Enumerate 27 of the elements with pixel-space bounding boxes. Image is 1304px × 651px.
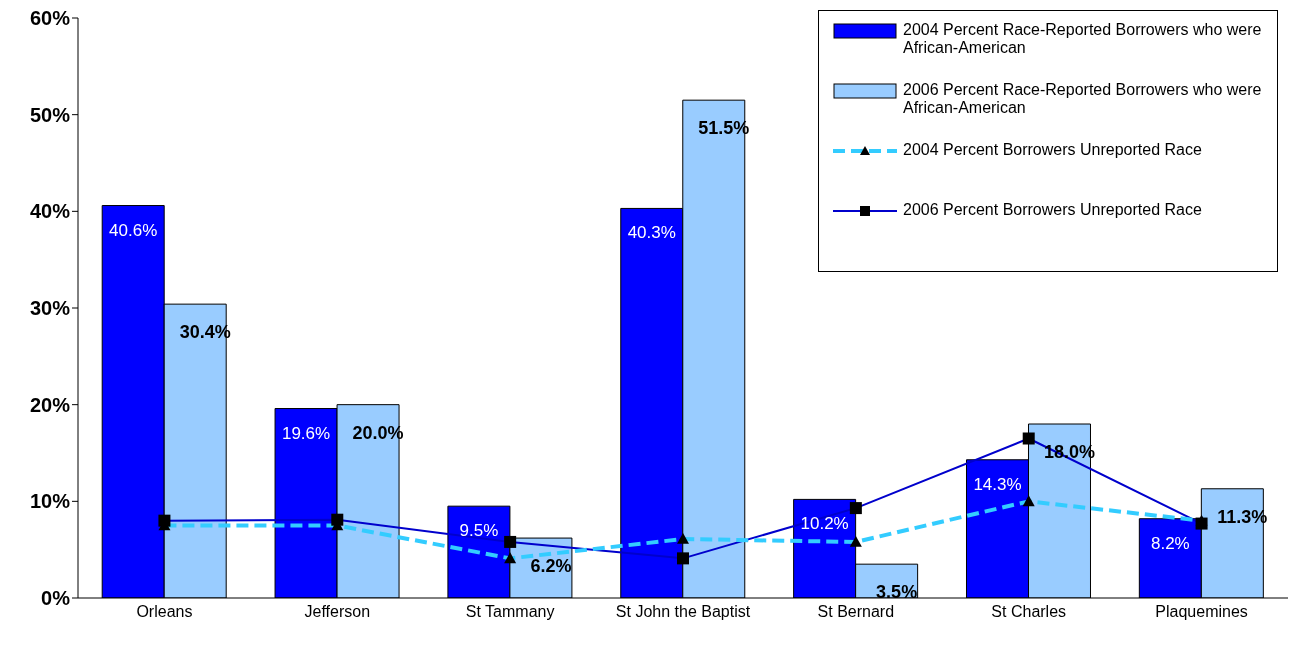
x-tick-label: St Bernard (817, 603, 895, 621)
legend-label: 2006 Percent Race-Reported Borrowers who were African-American (903, 81, 1263, 117)
y-tick-label: 10% (29, 490, 71, 513)
data-label: 40.3% (627, 223, 676, 243)
x-tick-label: Jefferson (304, 603, 371, 621)
y-tick-label: 50% (29, 103, 71, 126)
data-label: 14.3% (973, 474, 1022, 494)
x-tick-label: Plaquemines (1155, 603, 1248, 621)
y-tick-label: 20% (29, 393, 71, 416)
x-tick-label: St Charles (991, 603, 1067, 621)
y-tick-label: 60% (29, 7, 71, 30)
data-label: 19.6% (281, 423, 331, 443)
x-tick-label: Orleans (136, 603, 193, 621)
legend-label: 2004 Percent Borrowers Unreported Race (903, 141, 1202, 159)
y-tick-label: 0% (41, 587, 71, 610)
data-label: 20.0% (352, 422, 404, 443)
data-label: 9.5% (459, 521, 499, 541)
data-label: 8.2% (1150, 533, 1190, 553)
data-label: 40.6% (109, 220, 158, 240)
x-tick-label: St John the Baptist (615, 603, 751, 621)
y-tick-label: 40% (29, 200, 71, 223)
legend-label: 2004 Percent Race-Reported Borrowers who were African-American (903, 21, 1263, 57)
data-label: 6.2% (530, 556, 572, 577)
y-tick-label: 30% (29, 297, 71, 320)
x-tick-label: St Tammany (465, 603, 555, 621)
data-label: 10.2% (800, 514, 849, 534)
legend-label: 2006 Percent Borrowers Unreported Race (903, 201, 1202, 219)
